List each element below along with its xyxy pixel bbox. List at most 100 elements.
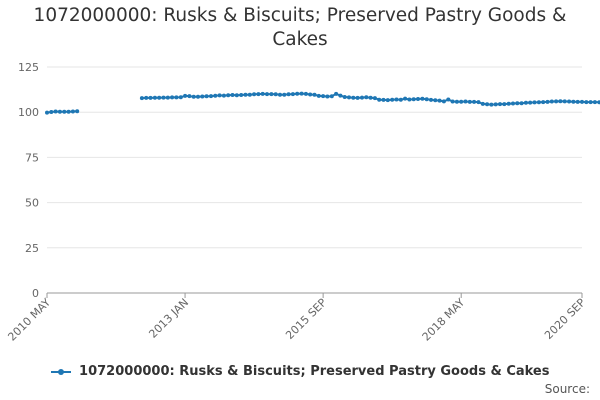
data-point — [70, 109, 75, 114]
data-point — [278, 92, 282, 97]
y-tick-label: 25 — [25, 242, 39, 255]
data-point — [368, 95, 373, 100]
data-point — [472, 99, 477, 104]
data-point — [541, 100, 546, 105]
data-point — [165, 95, 170, 100]
data-point — [433, 98, 438, 103]
data-point — [528, 100, 533, 105]
data-point — [567, 99, 572, 104]
data-point — [243, 92, 248, 97]
data-point — [239, 93, 244, 97]
data-point — [209, 94, 213, 99]
data-point — [385, 98, 390, 103]
data-point — [364, 95, 369, 100]
data-point — [463, 99, 468, 104]
data-point — [152, 95, 157, 100]
data-point — [148, 95, 153, 100]
data-point — [217, 93, 222, 98]
data-point — [407, 97, 412, 102]
data-point — [493, 102, 498, 107]
data-point — [325, 94, 330, 99]
data-point — [157, 95, 162, 100]
data-point — [390, 97, 395, 102]
data-point — [562, 99, 567, 104]
x-tick-label: 2013 JAN — [146, 296, 191, 341]
data-point — [394, 97, 399, 102]
x-tick-label: 2018 MAY — [420, 296, 468, 344]
data-point — [571, 99, 576, 104]
data-point — [360, 95, 364, 100]
data-point — [424, 97, 429, 102]
data-point — [57, 109, 62, 114]
data-point — [174, 95, 179, 100]
data-point — [187, 94, 192, 99]
data-point — [213, 93, 218, 98]
data-point — [282, 92, 287, 97]
data-point — [429, 97, 433, 102]
data-point — [480, 101, 485, 106]
data-point — [506, 101, 511, 106]
y-tick-label: 50 — [25, 197, 39, 210]
data-point — [273, 92, 278, 97]
data-point — [355, 95, 360, 100]
data-point — [252, 92, 257, 97]
grid — [47, 66, 582, 249]
data-point — [498, 102, 502, 107]
data-point — [420, 96, 425, 101]
data-point — [178, 95, 183, 100]
data-point — [161, 95, 166, 100]
data-point — [575, 99, 580, 104]
chart-title: 1072000000: Rusks & Biscuits; Preserved … — [0, 4, 600, 52]
data-point — [446, 97, 451, 102]
data-point — [334, 91, 339, 96]
data-point — [183, 93, 188, 98]
data-point — [269, 92, 274, 97]
data-point — [295, 91, 300, 96]
data-point — [66, 109, 71, 114]
y-tick-label: 75 — [25, 151, 39, 164]
data-point — [536, 100, 541, 105]
data-point — [545, 99, 550, 104]
legend-label[interactable]: 1072000000: Rusks & Biscuits; Preserved … — [79, 364, 550, 379]
data-point — [230, 93, 235, 97]
data-point — [308, 92, 313, 97]
data-point — [441, 99, 446, 104]
data-point — [196, 94, 200, 99]
data-point — [221, 93, 226, 98]
data-point — [351, 95, 356, 100]
data-point — [403, 96, 408, 101]
data-point — [515, 101, 520, 106]
data-point — [316, 93, 321, 98]
source-label: Source: — [544, 382, 590, 396]
data-point — [299, 91, 304, 96]
data-point — [580, 99, 584, 104]
data-point — [170, 95, 175, 100]
legend-dot — [57, 368, 64, 375]
data-point — [597, 100, 600, 105]
data-point — [234, 93, 239, 98]
data-point — [265, 92, 269, 97]
data-point — [75, 109, 80, 114]
data-point — [549, 99, 554, 104]
series-layer — [45, 91, 600, 115]
data-point — [290, 92, 295, 97]
data-point — [200, 94, 205, 99]
data-point — [450, 99, 455, 104]
data-point — [454, 99, 459, 104]
y-tick-label: 100 — [18, 106, 39, 119]
data-point — [45, 110, 49, 115]
data-point — [558, 99, 563, 104]
data-point — [411, 97, 416, 102]
legend[interactable]: 1072000000: Rusks & Biscuits; Preserved … — [0, 364, 600, 379]
data-point — [347, 95, 351, 100]
data-point — [312, 92, 317, 97]
data-point — [321, 94, 326, 99]
data-point — [139, 96, 144, 101]
data-point — [416, 97, 420, 101]
data-point — [260, 91, 265, 96]
data-point — [485, 102, 490, 107]
data-point — [191, 94, 196, 99]
data-point — [554, 99, 559, 104]
data-point — [511, 101, 515, 106]
